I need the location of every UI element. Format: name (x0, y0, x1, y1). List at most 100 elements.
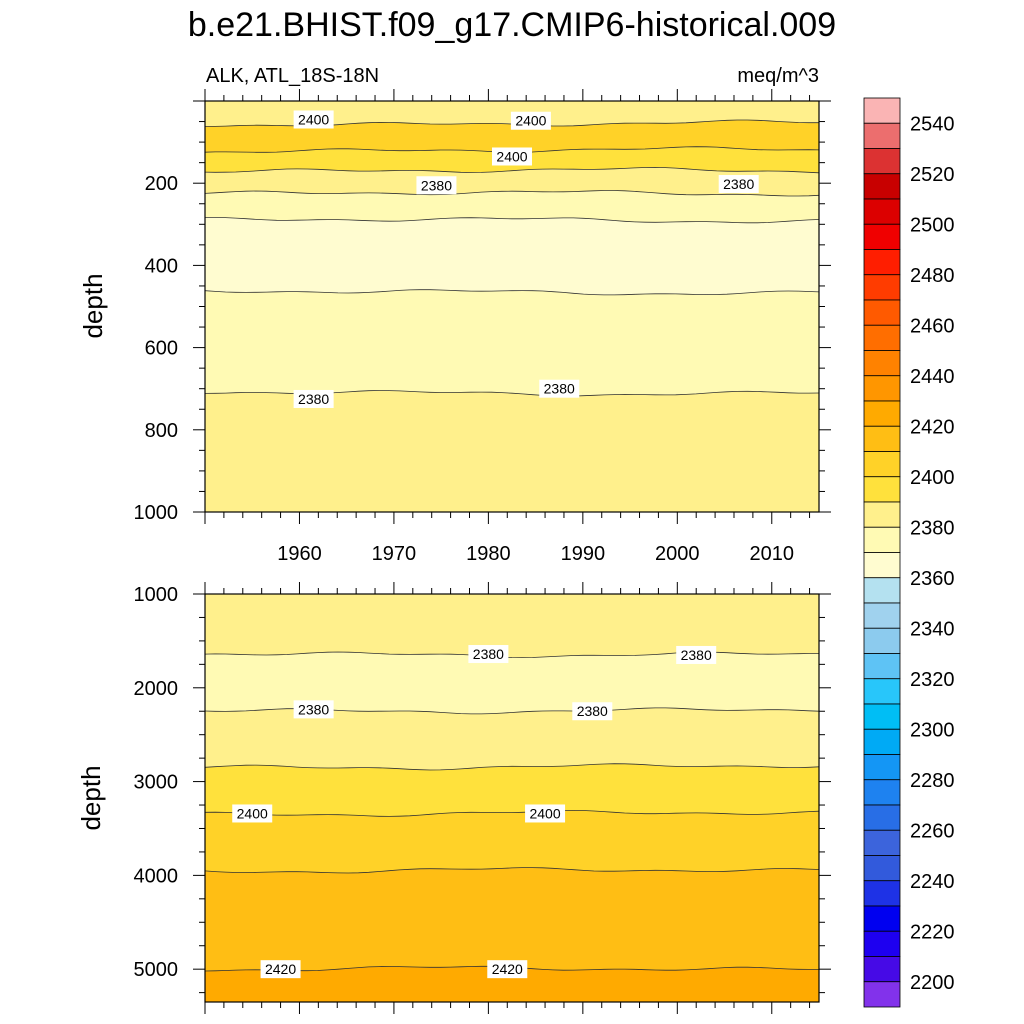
colorbar-swatch (863, 981, 901, 1008)
colorbar-swatch (863, 905, 901, 932)
upper-contour-label: 2400 (492, 147, 532, 166)
colorbar-swatch (863, 577, 901, 604)
svg-text:2420: 2420 (492, 961, 523, 977)
colorbar-swatch (863, 779, 901, 806)
colorbar-label: 2420 (910, 416, 955, 438)
upper-x-tick-label: 1990 (561, 543, 606, 565)
upper-y-axis-label: depth (78, 273, 108, 338)
colorbar-label: 2500 (910, 214, 955, 236)
colorbar-swatch (863, 350, 901, 377)
colorbar-swatch (863, 198, 901, 225)
upper-x-tick-label: 1970 (372, 543, 417, 565)
lower-contour-line-3 (205, 763, 819, 771)
svg-text:2380: 2380 (298, 701, 329, 717)
colorbar-swatch (863, 324, 901, 351)
colorbar-label: 2480 (910, 265, 955, 287)
colorbar-swatch (863, 653, 901, 680)
upper-y-tick-label: 800 (145, 420, 178, 442)
upper-ticks (193, 89, 831, 524)
lower-y-tick-label: 2000 (134, 678, 179, 700)
svg-text:2380: 2380 (577, 703, 608, 719)
lower-band-4 (205, 810, 819, 873)
upper-y-tick-label: 600 (145, 338, 178, 360)
lower-ticks (193, 582, 831, 1014)
svg-text:2380: 2380 (298, 391, 329, 407)
upper-band-5 (205, 217, 819, 295)
upper-band-1 (205, 120, 819, 153)
upper-y-tick-label: 1000 (134, 502, 179, 524)
colorbar-swatch (863, 552, 901, 579)
colorbar-swatch (863, 829, 901, 856)
lower-contour-label: 2380 (676, 645, 717, 664)
lower-contour-label: 2400 (525, 804, 566, 823)
lower-contour-label: 2420 (487, 960, 528, 979)
colorbar-swatch (863, 703, 901, 730)
colorbar-label: 2540 (910, 113, 955, 135)
colorbar-swatch (863, 375, 901, 402)
lower-contour-label: 2400 (232, 804, 273, 823)
svg-text:2400: 2400 (515, 113, 546, 129)
colorbar-swatch (863, 299, 901, 326)
colorbar-label: 2240 (910, 871, 955, 893)
lower-y-tick-label: 4000 (134, 865, 179, 887)
lower-contour-line-1 (205, 651, 819, 658)
chart-title: b.e21.BHIST.f09_g17.CMIP6-historical.009 (188, 6, 836, 44)
lower-band-2 (205, 707, 819, 770)
colorbar-label: 2220 (910, 921, 955, 943)
colorbar-label: 2300 (910, 719, 955, 741)
svg-text:2420: 2420 (265, 961, 296, 977)
lower-y-axis-label: depth (76, 765, 106, 830)
upper-contour-line-5 (205, 216, 819, 224)
svg-text:2400: 2400 (529, 805, 560, 821)
colorbar-label: 2360 (910, 568, 955, 590)
colorbar-label: 2380 (910, 517, 955, 539)
lower-band-5 (205, 867, 819, 971)
upper-band-3 (205, 167, 819, 196)
lower-plot-frame (204, 593, 820, 1003)
colorbar-swatch (863, 627, 901, 654)
upper-band-4 (205, 190, 819, 223)
upper-contour-line-3 (205, 166, 819, 174)
svg-text:2380: 2380 (544, 381, 575, 397)
upper-x-tick-label: 2000 (655, 543, 700, 565)
colorbar-swatch (863, 425, 901, 452)
colorbar-swatch (863, 249, 901, 276)
colorbar-swatch (863, 602, 901, 629)
upper-contour-label: 2400 (510, 111, 551, 130)
upper-y-tick-label: 200 (145, 173, 178, 195)
colorbar-swatch (863, 451, 901, 478)
upper-band-6 (205, 289, 819, 397)
svg-text:2400: 2400 (237, 805, 268, 821)
colorbar-label: 2260 (910, 820, 955, 842)
svg-text:2380: 2380 (473, 646, 504, 662)
colorbar-label: 2280 (910, 770, 955, 792)
colorbar-label: 2320 (910, 669, 955, 691)
colorbar-swatch (863, 223, 901, 250)
colorbar-swatch (863, 804, 901, 831)
colorbar-swatch (863, 855, 901, 882)
upper-x-tick-label: 2010 (750, 543, 795, 565)
svg-text:2400: 2400 (496, 148, 527, 164)
colorbar-label: 2460 (910, 315, 955, 337)
colorbar-swatch (863, 754, 901, 781)
upper-contour-label: 2380 (718, 175, 759, 194)
upper-band-7 (205, 390, 819, 512)
colorbar-swatch (863, 956, 901, 983)
colorbar-swatch (863, 678, 901, 705)
lower-y-tick-label: 3000 (134, 772, 179, 794)
lower-contour-line-4 (205, 810, 819, 817)
lower-y-tick-label: 1000 (134, 584, 179, 606)
svg-text:2380: 2380 (681, 647, 712, 663)
colorbar-swatch (863, 728, 901, 755)
upper-contour-label: 2380 (539, 379, 580, 398)
colorbar-swatch (863, 930, 901, 957)
colorbar-swatch (863, 880, 901, 907)
upper-x-tick-label: 1980 (466, 543, 511, 565)
upper-panel: 2400 2400 2400 2380 2380 2380 2380 200 400 600 800… (134, 89, 831, 565)
upper-contour-line-6 (205, 289, 819, 296)
upper-contour-label: 2380 (416, 176, 457, 195)
colorbar-swatch (863, 274, 901, 301)
units-label: meq/m^3 (737, 65, 819, 87)
variable-region-label: ALK, ATL_18S-18N (206, 65, 379, 87)
